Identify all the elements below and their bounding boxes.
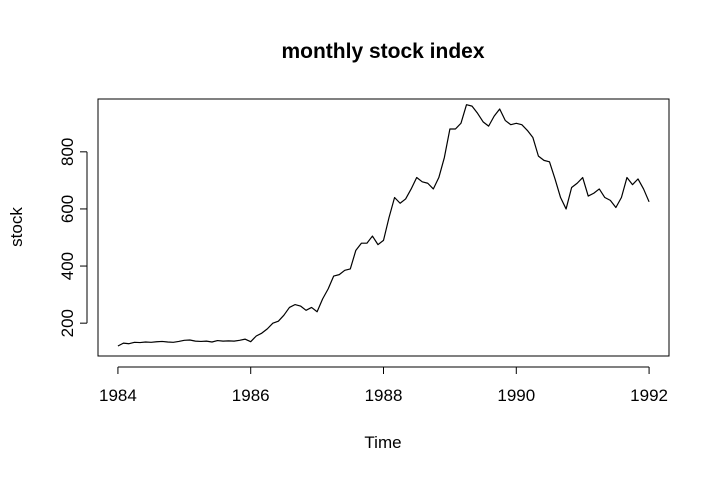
x-axis-label: Time: [364, 433, 401, 452]
y-axis-label: stock: [7, 207, 26, 247]
x-tick-label: 1988: [365, 386, 403, 405]
chart-title: monthly stock index: [281, 40, 484, 63]
y-tick-label: 800: [58, 138, 77, 166]
x-axis: 1984 1986 1988 1990 1992: [99, 366, 668, 405]
y-axis: 200 400 600 800: [58, 138, 88, 337]
y-tick-label: 600: [58, 195, 77, 223]
y-tick-label: 400: [58, 252, 77, 280]
x-tick-label: 1986: [232, 386, 270, 405]
plot-frame: [97, 98, 670, 357]
y-tick-label: 200: [58, 309, 77, 337]
series-line: [117, 104, 650, 347]
x-tick-label: 1990: [497, 386, 535, 405]
x-tick-label: 1992: [630, 386, 668, 405]
x-tick-label: 1984: [99, 386, 137, 405]
